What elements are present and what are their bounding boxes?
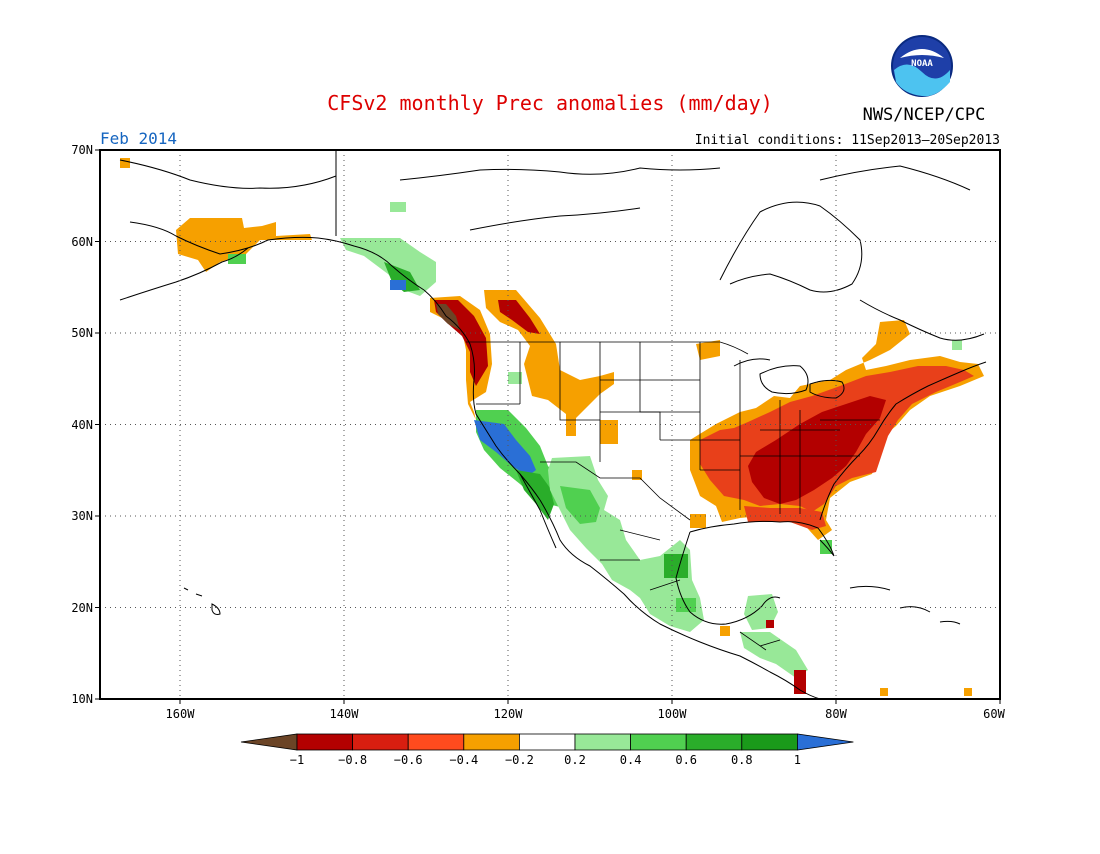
colorbar-label: 1 bbox=[794, 753, 801, 767]
lat-label: 40N bbox=[71, 418, 93, 432]
valid-month: Feb 2014 bbox=[100, 129, 177, 148]
arctic-wet-spot bbox=[390, 202, 406, 212]
mexico-wet-moderate bbox=[560, 486, 600, 524]
lon-label: 60W bbox=[983, 707, 1005, 721]
axis-ticks bbox=[95, 149, 1001, 704]
bc-coast-wet-strong bbox=[384, 262, 420, 292]
colorbar-segment bbox=[519, 733, 576, 751]
colorbar-label: 0.8 bbox=[731, 753, 753, 767]
california-blue-region bbox=[474, 420, 536, 476]
lon-label: 160W bbox=[166, 707, 196, 721]
colorbar-low-arrow bbox=[240, 733, 298, 751]
alaska-wet-spot bbox=[228, 254, 246, 264]
eastern-us-dry-region bbox=[696, 340, 720, 360]
graticule bbox=[100, 150, 1000, 699]
caribbean-dry-spot-1 bbox=[720, 626, 730, 636]
lon-label: 140W bbox=[330, 707, 360, 721]
colorbar: −1 −0.8 −0.6 −0.4 −0.2 0.2 0.4 0.6 0.8 1 bbox=[240, 733, 854, 767]
colorbar-segment bbox=[352, 733, 409, 751]
coastlines bbox=[119, 150, 987, 700]
latitude-labels: 70N 60N 50N 40N 30N 20N 10N bbox=[71, 143, 93, 706]
lat-label: 60N bbox=[71, 235, 93, 249]
lat-label: 20N bbox=[71, 601, 93, 615]
colorado-dry-spot bbox=[600, 420, 618, 444]
northern-rockies-dry-strong bbox=[498, 300, 540, 334]
montana-wet-spot bbox=[508, 372, 522, 384]
texas-dry-spot bbox=[690, 514, 706, 528]
colorbar-segment bbox=[407, 733, 465, 751]
colorbar-label: −1 bbox=[290, 753, 304, 767]
map-panel bbox=[95, 149, 1001, 704]
longitude-labels: 160W 140W 120W 100W 80W 60W bbox=[166, 707, 1006, 721]
colorbar-segment bbox=[741, 733, 798, 751]
noaa-logo: NOAA bbox=[891, 35, 953, 97]
caribbean-dry-spot-2 bbox=[880, 688, 888, 696]
noaa-logo-text: NOAA bbox=[911, 59, 933, 69]
bc-blue-spot bbox=[390, 280, 406, 290]
colorbar-segment bbox=[630, 733, 687, 751]
map-title: CFSv2 monthly Prec anomalies (mm/day) bbox=[327, 91, 773, 115]
colorbar-label: 0.4 bbox=[620, 753, 642, 767]
colorbar-segment bbox=[685, 733, 743, 751]
mexico-wet-spot-1 bbox=[664, 554, 688, 578]
colorbar-label: 0.6 bbox=[675, 753, 697, 767]
lat-label: 50N bbox=[71, 326, 93, 340]
maine-wet-spot bbox=[952, 340, 962, 350]
colorbar-segment bbox=[296, 733, 353, 751]
colorbar-label: 0.2 bbox=[564, 753, 586, 767]
northern-rockies-dry-region bbox=[484, 290, 614, 436]
colorbar-label: −0.4 bbox=[449, 753, 478, 767]
nm-dry-spot bbox=[632, 470, 642, 480]
lat-label: 10N bbox=[71, 692, 93, 706]
agency-label: NWS/NCEP/CPC bbox=[863, 105, 986, 125]
initial-conditions: Initial conditions: 11Sep2013–20Sep2013 bbox=[695, 133, 1000, 148]
colorbar-label: −0.2 bbox=[505, 753, 534, 767]
bering-dry-spot bbox=[120, 158, 130, 168]
alaska-dry-region bbox=[176, 218, 312, 272]
lon-label: 100W bbox=[658, 707, 688, 721]
caribbean-dry-spot-3 bbox=[964, 688, 972, 696]
colorbar-segment bbox=[574, 733, 631, 751]
lon-label: 80W bbox=[825, 707, 847, 721]
lat-label: 70N bbox=[71, 143, 93, 157]
colorbar-label: −0.6 bbox=[394, 753, 423, 767]
eastern-us-dry-strong bbox=[748, 396, 886, 504]
colorbar-label: −0.8 bbox=[338, 753, 367, 767]
lat-label: 30N bbox=[71, 509, 93, 523]
colorbar-segment bbox=[463, 733, 520, 751]
lon-label: 120W bbox=[494, 707, 524, 721]
colorbar-high-arrow bbox=[797, 733, 854, 751]
honduras-dry-spot bbox=[766, 620, 774, 628]
political-borders bbox=[466, 341, 880, 651]
